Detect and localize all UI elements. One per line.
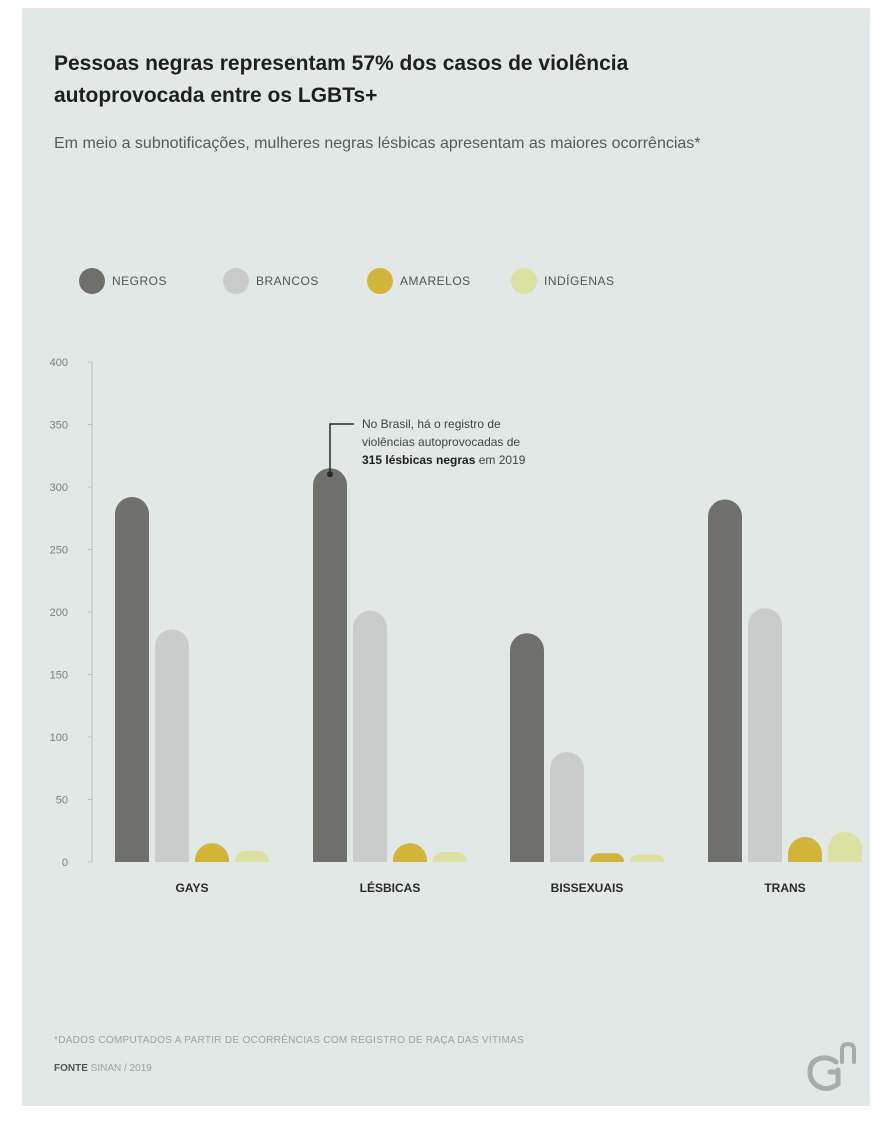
bar [788,837,822,862]
legend-label: BRANCOS [256,274,319,288]
y-tick-label: 150 [50,670,68,682]
bar [748,608,782,862]
y-tick-label: 250 [50,545,68,557]
legend-swatch [223,268,249,294]
source-label: FONTE [54,1063,88,1074]
bar [393,843,427,862]
gn-logo-icon [807,1041,856,1091]
bar [353,610,387,862]
legend-label: NEGROS [112,274,167,288]
footnote: *DADOS COMPUTADOS A PARTIR DE OCORRÊNCIA… [54,1035,525,1046]
annotation-text: violências autoprovocadas de [362,435,520,449]
bar [708,499,742,862]
x-tick-label: BISSEXUAIS [551,881,624,895]
source-line: FONTE SINAN / 2019 [54,1063,152,1074]
bar [235,850,269,862]
y-tick-label: 200 [50,607,68,619]
x-tick-label: GAYS [176,881,209,895]
bar [115,497,149,862]
annotation-tail: em 2019 [475,453,525,467]
legend-swatch [79,268,105,294]
bar [433,852,467,862]
annotation-leader-line [329,423,354,475]
y-tick-label: 300 [50,482,68,494]
annotation-bold: 315 lésbicas negras [362,453,476,467]
bar [828,832,862,862]
bar [155,629,189,862]
bar-chart: 0 50 100 150 200 250 300 350 400 GAYS LÉSBICAS BISS… [50,268,862,895]
source-text: SINAN / 2019 [90,1063,152,1074]
legend-label: INDÍGENAS [544,273,615,288]
x-tick-label: TRANS [764,881,805,895]
legend-label: AMARELOS [400,274,471,288]
bar [195,843,229,862]
y-tick-label: 400 [50,357,68,369]
x-tick-label: LÉSBICAS [360,880,421,895]
y-tick-label: 350 [50,420,68,432]
legend-swatch [367,268,393,294]
bar [590,853,624,862]
chart-title: Pessoas negras representam 57% dos casos… [54,52,629,107]
chart-subtitle: Em meio a subnotificações, mulheres negr… [54,135,701,152]
annotation-dot [327,471,333,478]
bar [550,752,584,862]
bar [313,468,347,862]
y-tick-label: 50 [56,795,68,807]
annotation-text: 315 lésbicas negras em 2019 [362,453,526,467]
y-tick-label: 100 [50,732,68,744]
annotation-text: No Brasil, há o registro de [362,417,501,431]
y-tick-label: 0 [62,857,68,869]
bar [510,633,544,862]
bar [630,854,664,862]
legend-swatch [511,268,537,294]
